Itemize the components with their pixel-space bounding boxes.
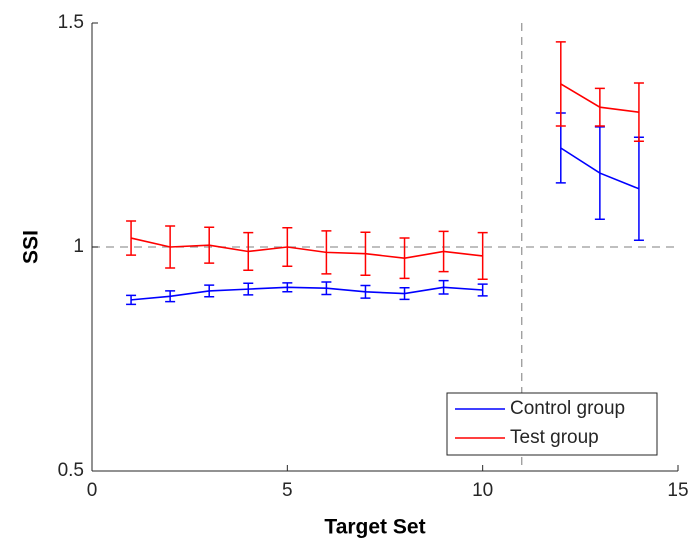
y-tick-label: 1.5 [58, 12, 84, 33]
x-tick-label: 5 [282, 480, 293, 501]
error-bar [165, 290, 176, 303]
error-bar [321, 281, 332, 296]
x-tick-label: 10 [472, 480, 493, 501]
error-bar [204, 284, 215, 298]
error-bar [555, 41, 566, 127]
error-bar [165, 225, 176, 269]
error-bar [399, 287, 410, 301]
error-bar [633, 136, 644, 242]
error-bar [126, 294, 137, 306]
error-bar [282, 282, 293, 293]
legend-label: Test group [510, 427, 599, 448]
series-line [130, 83, 640, 260]
y-tick-label: 0.5 [58, 460, 84, 481]
error-bar [360, 231, 371, 276]
legend-box [446, 392, 658, 456]
y-tick-label: 1 [73, 236, 84, 257]
error-bar [438, 230, 449, 273]
error-bar [477, 283, 488, 297]
error-bar [204, 226, 215, 264]
x-tick-label: 0 [87, 480, 98, 501]
series-line [130, 147, 640, 301]
error-bar [594, 87, 605, 127]
legend-label: Control group [510, 398, 625, 419]
error-bar [633, 82, 644, 143]
error-bar [126, 220, 137, 256]
error-bar [477, 231, 488, 281]
error-bar [243, 231, 254, 272]
error-bar [282, 226, 293, 268]
error-bar [321, 230, 332, 275]
y-axis-label: SSI [20, 230, 43, 264]
error-bar [243, 282, 254, 296]
x-tick-label: 15 [667, 480, 688, 501]
error-bar [399, 237, 410, 280]
error-bar [360, 284, 371, 299]
error-bar [438, 279, 449, 295]
error-bar [594, 126, 605, 220]
x-axis-label: Target Set [324, 516, 425, 539]
